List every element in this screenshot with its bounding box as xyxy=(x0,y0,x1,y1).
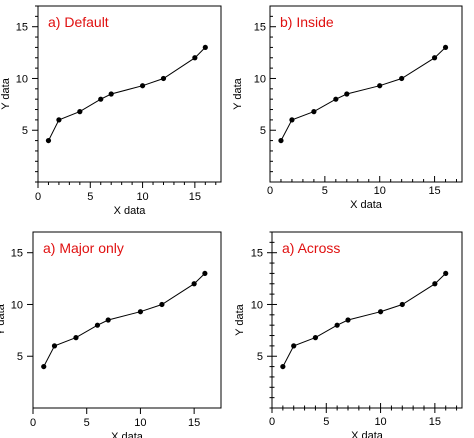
data-point xyxy=(289,117,295,123)
x-tick-label: 0 xyxy=(267,185,273,197)
x-axis-label: X data xyxy=(351,430,384,438)
y-axis-label: Y data xyxy=(0,77,12,109)
data-point xyxy=(443,270,449,277)
panel-major-only: 0 5 10 15 5 10 15 X data Y data a) Major only xyxy=(0,231,222,438)
panel-title: b) Inside xyxy=(280,14,334,30)
x-tick-label: 5 xyxy=(84,417,90,429)
data-point xyxy=(377,309,384,315)
data-point xyxy=(432,281,438,287)
panel-title: a) Across xyxy=(282,240,340,256)
x-tick-label: 5 xyxy=(323,416,329,428)
y-tick-label: 5 xyxy=(17,351,23,363)
y-tick-label: 15 xyxy=(16,22,28,34)
data-point xyxy=(431,55,438,61)
x-axis-label: X data xyxy=(111,431,144,438)
data-point xyxy=(56,117,62,123)
x-tick-label: 0 xyxy=(35,191,41,203)
x-tick-label: 5 xyxy=(87,191,93,203)
data-point xyxy=(278,137,284,144)
x-tick-label: 10 xyxy=(374,185,386,197)
y-axis-label: Y data xyxy=(232,77,244,109)
data-point xyxy=(345,317,351,323)
data-point xyxy=(41,363,47,370)
x-tick-label: 10 xyxy=(134,417,146,429)
data-point xyxy=(291,343,297,349)
y-tick-label: 10 xyxy=(11,299,23,311)
data-point xyxy=(98,96,104,102)
data-point xyxy=(77,109,83,115)
y-axis-label: Y data xyxy=(234,303,246,335)
y-tick-label: 10 xyxy=(254,73,266,85)
data-point xyxy=(159,301,165,308)
data-point xyxy=(51,343,58,349)
panel-across: 0 5 10 15 5 10 15 X data Y data a) Across xyxy=(234,231,463,438)
x-axis-label: X data xyxy=(350,199,383,211)
y-tick-label: 10 xyxy=(16,73,28,85)
data-point xyxy=(311,109,317,115)
series-line xyxy=(280,47,446,141)
y-tick-label: 15 xyxy=(11,248,23,260)
data-point xyxy=(108,91,114,97)
series-line xyxy=(43,273,206,367)
series-line xyxy=(282,273,447,367)
y-tick-label: 15 xyxy=(254,22,266,34)
plot-frame xyxy=(271,231,463,409)
y-tick-label: 5 xyxy=(257,351,263,363)
data-point xyxy=(191,281,197,287)
plot-frame xyxy=(32,231,222,409)
x-tick-label: 0 xyxy=(269,416,275,428)
series-line xyxy=(48,47,206,141)
data-point xyxy=(94,322,101,328)
data-point xyxy=(160,75,167,82)
data-point xyxy=(105,317,111,323)
data-point xyxy=(344,91,350,97)
data-point xyxy=(137,309,144,315)
x-tick-label: 15 xyxy=(189,191,201,203)
y-tick-label: 5 xyxy=(260,125,266,137)
x-tick-label: 0 xyxy=(30,417,36,429)
data-point xyxy=(333,96,339,102)
data-point xyxy=(73,335,79,341)
y-tick-label: 5 xyxy=(22,125,28,137)
data-point xyxy=(399,75,405,82)
data-point xyxy=(202,270,208,277)
x-tick-label: 5 xyxy=(322,185,328,197)
panel-title: a) Default xyxy=(48,14,109,30)
data-point xyxy=(312,335,319,341)
plot-frame xyxy=(269,5,463,183)
data-point xyxy=(280,363,286,370)
x-tick-label: 15 xyxy=(429,416,441,428)
panel-title: a) Major only xyxy=(43,240,124,256)
y-tick-label: 15 xyxy=(251,248,263,260)
data-point xyxy=(192,55,198,61)
data-point xyxy=(202,44,208,51)
x-tick-label: 15 xyxy=(188,417,200,429)
data-point xyxy=(334,322,340,328)
y-tick-label: 10 xyxy=(251,299,263,311)
plot-frame xyxy=(37,5,222,183)
data-point xyxy=(377,83,383,89)
data-point xyxy=(442,44,449,51)
data-point xyxy=(45,137,52,144)
data-point xyxy=(399,301,405,308)
x-tick-label: 15 xyxy=(428,185,440,197)
panel-default: 0 5 10 15 5 10 15 X data Y data a) Default xyxy=(0,5,222,217)
data-point xyxy=(139,83,146,89)
x-tick-label: 10 xyxy=(136,191,148,203)
x-axis-label: X data xyxy=(114,205,147,217)
panel-inside: 0 5 10 15 5 10 15 X data Y data b) Inside xyxy=(232,5,463,211)
y-axis-label: Y data xyxy=(0,303,7,335)
x-tick-label: 10 xyxy=(374,416,386,428)
